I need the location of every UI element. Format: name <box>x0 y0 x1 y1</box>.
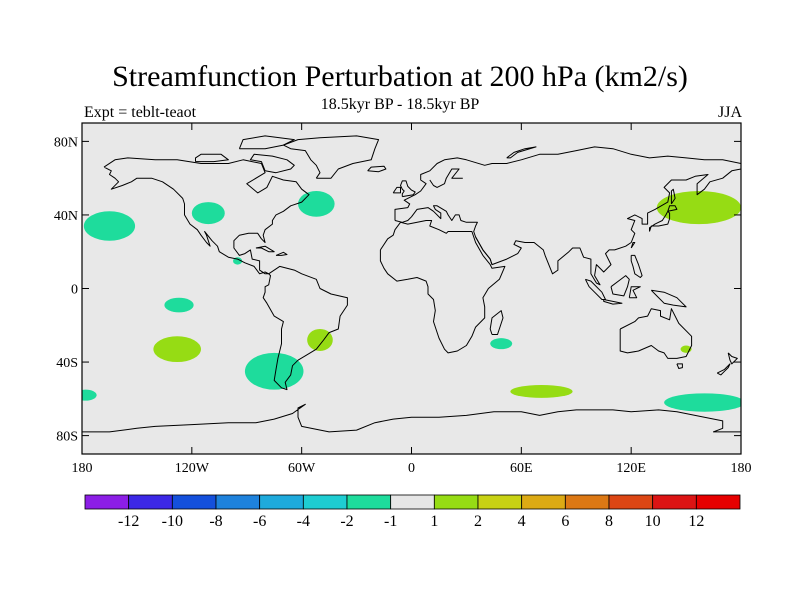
coastline-philippines <box>630 254 643 278</box>
legend-label: -10 <box>162 513 183 530</box>
legend-label: 6 <box>561 513 569 530</box>
map-background <box>82 123 741 454</box>
lon-tick-label: 0 <box>408 461 415 476</box>
lon-tick-label: 60E <box>510 461 533 476</box>
coastline-java <box>603 299 623 305</box>
anomaly-far-southwest-pacific-negative <box>82 389 97 401</box>
lat-tick-label: 0 <box>71 283 78 298</box>
anomaly-northwest-pacific-positive <box>656 191 741 225</box>
coastline-australia <box>619 308 693 359</box>
legend-label: 4 <box>518 513 526 530</box>
coastline-baffin-island <box>249 153 295 174</box>
coastline-hispaniola <box>275 251 288 256</box>
legend-swatch <box>390 494 435 510</box>
coastline-cuba <box>255 245 275 253</box>
legend-label: -8 <box>209 513 222 530</box>
coastline-ellesmere-island <box>238 135 295 150</box>
coastline-sulawesi <box>628 286 641 299</box>
anomaly-eastern-tropical-pacific-negative <box>164 297 194 313</box>
coastline-north-america <box>103 157 310 275</box>
coastline-tasmania <box>676 363 683 369</box>
coastline-novaya-zemlya <box>506 146 537 159</box>
lon-tick-label: 180 <box>72 461 93 476</box>
legend-label: -2 <box>340 513 353 530</box>
color-legend: -12 -10 -8 -6 -4 -2 -1 1 2 4 6 8 10 12 <box>84 494 741 530</box>
legend-swatch <box>346 494 392 510</box>
anomaly-southeast-pacific-negative <box>244 352 304 390</box>
legend-swatch <box>521 494 566 510</box>
legend-label: 2 <box>474 513 482 530</box>
lat-tick-label: 80N <box>54 135 78 150</box>
legend-swatch <box>564 494 610 510</box>
chart-subtitle: 18.5kyr BP - 18.5kyr BP <box>320 96 480 113</box>
lat-tick-label: 80S <box>56 430 78 445</box>
legend-label: 1 <box>430 513 438 530</box>
coastline-borneo <box>610 275 630 297</box>
coastline-great-britain <box>400 180 416 198</box>
anomaly-southern-ocean-positive <box>510 385 573 398</box>
lon-tick-label: 180 <box>731 461 752 476</box>
legend-swatch <box>477 494 523 510</box>
season-label: JJA <box>717 104 742 121</box>
coastline-layer <box>82 135 741 433</box>
legend-label: -12 <box>118 513 139 530</box>
legend-swatch <box>84 494 130 510</box>
coastline-arabian-peninsula-red-sea-side <box>475 236 493 265</box>
coastline-japan <box>649 210 671 232</box>
legend-label: 10 <box>645 513 661 530</box>
anomaly-western-north-america-negative <box>191 202 225 225</box>
anomaly-south-atlantic-positive <box>307 328 333 352</box>
coastline-scandinavia-gulf <box>429 168 463 188</box>
lon-tick-label: 60W <box>288 461 316 476</box>
coastline-new-zealand-south <box>716 363 731 376</box>
coastline-hokkaido <box>667 205 678 212</box>
anomaly-south-pacific-positive <box>153 336 201 363</box>
coastline-antarctica <box>82 403 741 433</box>
legend-swatch <box>608 494 654 510</box>
coastline-taiwan <box>630 242 636 249</box>
coastline-greenland <box>282 135 380 179</box>
lon-tick-label: 120W <box>175 461 210 476</box>
lon-tick-label: 120E <box>616 461 646 476</box>
legend-swatch <box>652 494 697 510</box>
legend-label: -1 <box>384 513 397 530</box>
anomaly-north-pacific-negative <box>83 211 136 241</box>
coastline-iceland <box>367 165 387 173</box>
experiment-label: Expt = teblt-teaot <box>84 104 197 121</box>
legend-label: -6 <box>253 513 266 530</box>
coastline-sakhalin <box>670 188 676 205</box>
legend-label: 12 <box>688 513 704 530</box>
legend-swatch <box>695 494 741 510</box>
legend-swatch <box>215 494 261 510</box>
coastline-africa <box>379 220 506 354</box>
coastline-new-guinea <box>650 289 687 308</box>
coastline-south-america <box>262 265 348 391</box>
axis-ticks: 80N 40N 0 40S 80S 180 120W 60W 0 60E 120E 180 <box>54 123 752 476</box>
coastline-victoria-island <box>195 153 229 163</box>
anomaly-south-indian-ocean-negative <box>490 338 513 350</box>
legend-label: 8 <box>605 513 613 530</box>
chart-title: Streamfunction Perturbation at 200 hPa (… <box>112 60 688 93</box>
legend-swatch <box>171 494 217 510</box>
legend-swatch <box>128 494 173 510</box>
legend-swatch <box>302 494 348 510</box>
anomaly-layer <box>82 191 741 412</box>
coastline-eurasia <box>394 146 741 286</box>
legend-label: -4 <box>297 513 310 530</box>
coastline-new-zealand-north <box>727 352 738 365</box>
anomaly-south-pacific-high-latitude-negative <box>664 393 741 412</box>
lat-tick-label: 40S <box>56 356 78 371</box>
coastline-madagascar <box>489 310 504 335</box>
legend-swatch <box>259 494 304 510</box>
legend-swatch <box>433 494 479 510</box>
lat-tick-label: 40N <box>54 209 78 224</box>
anomaly-north-atlantic-negative <box>298 191 335 217</box>
coastline-ireland <box>392 186 401 194</box>
